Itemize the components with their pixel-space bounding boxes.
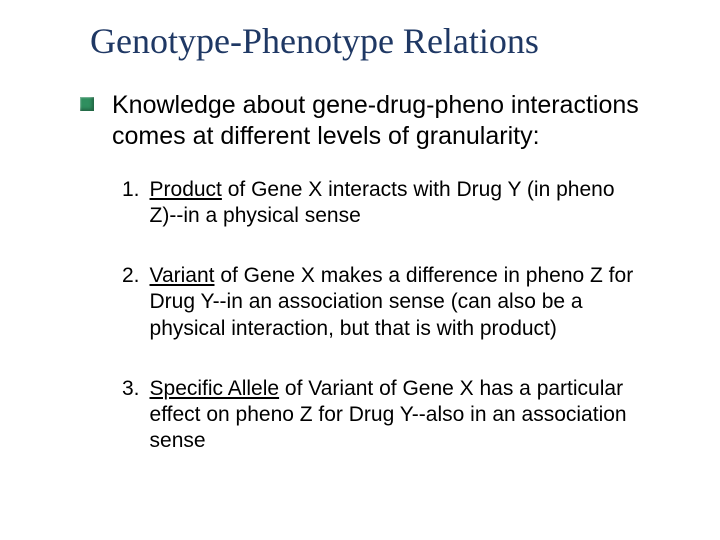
underlined-term: Variant — [150, 264, 215, 287]
item-text: Product of Gene X interacts with Drug Y … — [150, 177, 640, 230]
main-bullet-text: Knowledge about gene-drug-pheno interact… — [112, 90, 670, 153]
list-item: 2. Variant of Gene X makes a difference … — [122, 263, 640, 342]
underlined-term: Specific Allele — [150, 377, 280, 400]
main-bullet-row: Knowledge about gene-drug-pheno interact… — [80, 90, 670, 153]
item-text: Variant of Gene X makes a difference in … — [150, 263, 640, 342]
list-item: 3. Specific Allele of Variant of Gene X … — [122, 376, 640, 455]
item-rest: of Gene X makes a difference in pheno Z … — [150, 264, 634, 340]
slide-title: Genotype-Phenotype Relations — [90, 20, 670, 62]
item-number: 1. — [122, 177, 140, 203]
square-bullet-icon — [80, 97, 94, 111]
numbered-list: 1. Product of Gene X interacts with Drug… — [122, 177, 640, 455]
item-number: 3. — [122, 376, 140, 402]
item-text: Specific Allele of Variant of Gene X has… — [150, 376, 640, 455]
underlined-term: Product — [150, 178, 222, 201]
slide-container: Genotype-Phenotype Relations Knowledge a… — [0, 0, 720, 509]
list-item: 1. Product of Gene X interacts with Drug… — [122, 177, 640, 230]
item-number: 2. — [122, 263, 140, 289]
